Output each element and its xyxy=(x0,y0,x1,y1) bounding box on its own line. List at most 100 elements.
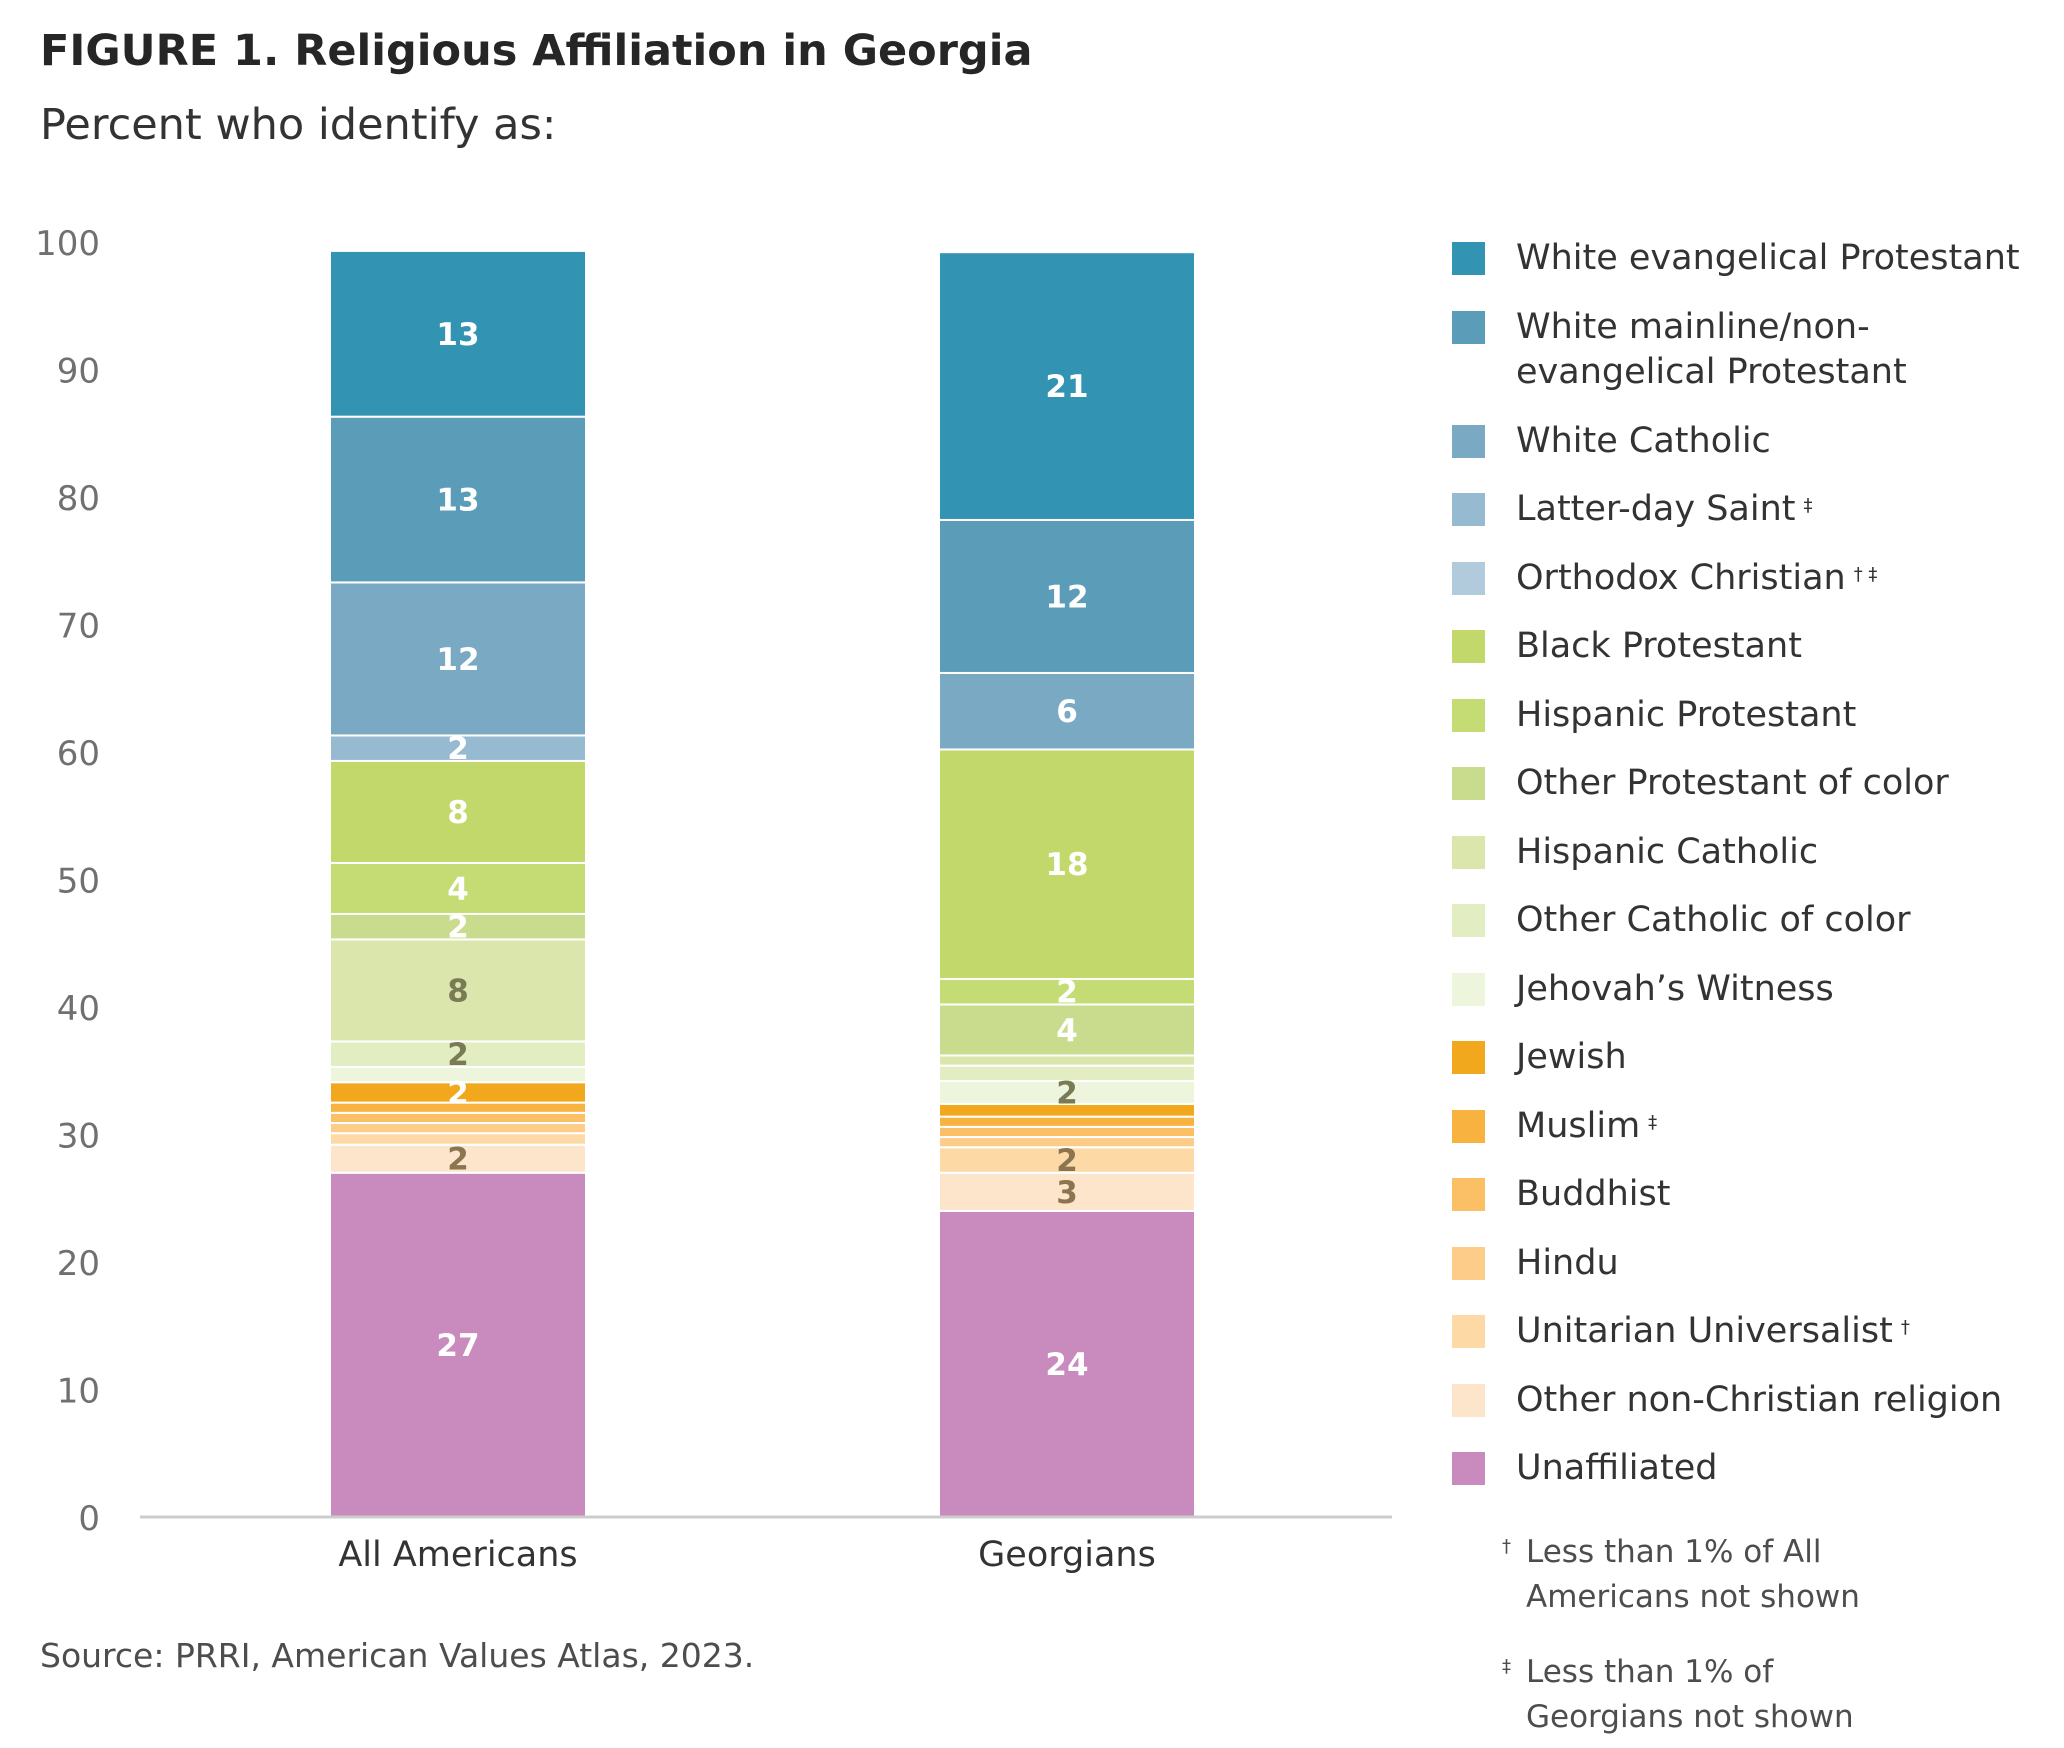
bar-data-label: 2 xyxy=(447,1037,469,1073)
bar-data-label: 4 xyxy=(1056,1013,1078,1049)
footnote-dagger: † Less than 1% of All Americans not show… xyxy=(1502,1530,1860,1620)
legend-swatch xyxy=(1452,242,1485,275)
legend-swatch xyxy=(1452,835,1485,869)
legend-item: Unitarian Universalist † xyxy=(1452,1309,1910,1354)
bar-segment xyxy=(329,581,587,737)
legend-swatch xyxy=(1452,630,1485,663)
legend-swatch xyxy=(1452,1178,1485,1211)
legend-label: Other Catholic of color xyxy=(1516,900,1911,940)
bar-segment xyxy=(329,1111,587,1125)
y-tick-label: 40 xyxy=(57,989,100,1029)
legend-label: White Catholic xyxy=(1516,420,1771,461)
legend-item: Hindu xyxy=(1452,1241,1619,1286)
legend-swatch xyxy=(1452,1383,1485,1417)
legend-footnote-mark: † ‡ xyxy=(1853,563,1878,585)
legend-item: Latter-day Saint ‡ xyxy=(1452,487,1813,532)
bar-data-label: 4 xyxy=(447,871,469,907)
y-tick-label: 10 xyxy=(57,1372,100,1412)
chart-title: FIGURE 1. Religious Affiliation in Georg… xyxy=(40,26,1033,76)
bar-data-label: 2 xyxy=(447,910,469,946)
bar-data-label: 2 xyxy=(1056,975,1078,1011)
bar-segment xyxy=(329,249,587,418)
chart-subtitle: Percent who identify as: xyxy=(40,100,557,150)
footnote-text-line1: Less than 1% of All xyxy=(1526,1534,1822,1570)
legend-label: Muslim ‡ xyxy=(1516,1105,1658,1146)
legend-label: Other non-Christian religion xyxy=(1516,1379,2003,1420)
bar-data-label: 3 xyxy=(1056,1175,1078,1211)
footnote-mark: † xyxy=(1502,1536,1511,1557)
y-tick-label: 60 xyxy=(57,734,100,774)
legend-label: Hispanic Catholic xyxy=(1516,831,1819,872)
footnote-text-line2: Georgians not shown xyxy=(1526,1699,1854,1735)
y-tick-label: 20 xyxy=(57,1244,100,1284)
x-axis-category-labels: All Americans Georgians xyxy=(338,1535,1155,1575)
bar-segment xyxy=(938,1125,1196,1139)
legend-label: Jewish xyxy=(1516,1037,1627,1077)
legend-swatch xyxy=(1452,1041,1485,1074)
legend-swatch xyxy=(1452,767,1485,800)
legend-label: Latter-day Saint ‡ xyxy=(1516,489,1813,529)
bar-data-label: 8 xyxy=(447,795,469,831)
legend-swatch xyxy=(1452,1246,1485,1280)
legend-swatch xyxy=(1452,1109,1485,1143)
legend-item: Other non-Christian religion xyxy=(1452,1378,2002,1423)
legend-item: Muslim ‡ xyxy=(1452,1104,1657,1149)
bar-segment xyxy=(329,734,587,762)
bar-segment xyxy=(938,671,1196,751)
legend-swatch xyxy=(1452,493,1485,526)
x-category-label: All Americans xyxy=(338,1535,577,1575)
legend-label: Unaffiliated xyxy=(1516,1448,1718,1488)
legend-item: Unaffiliated xyxy=(1452,1446,1717,1491)
y-tick-label: 70 xyxy=(57,607,100,647)
legend-label: Other Protestant of color xyxy=(1516,763,1949,803)
legend-label: White mainline/non-evangelical Protestan… xyxy=(1516,306,1907,392)
bar-segment xyxy=(329,1040,587,1068)
bar-segment xyxy=(938,518,1196,674)
legend-item: Jehovah’s Witness xyxy=(1452,967,1834,1012)
bar-data-label: 12 xyxy=(436,642,479,678)
x-category-label: Georgians xyxy=(978,1535,1156,1575)
legend-item: Hispanic Catholic xyxy=(1452,830,1818,875)
legend-item: Other Protestant of color xyxy=(1452,761,1949,806)
bar-segment xyxy=(329,861,587,915)
legend-item: Black Protestant xyxy=(1452,624,1802,669)
legend-label: Jehovah’s Witness xyxy=(1516,968,1834,1009)
y-tick-label: 0 xyxy=(78,1499,100,1539)
footnote-double-dagger: ‡ Less than 1% of Georgians not shown xyxy=(1502,1650,1854,1740)
bar-data-label: 18 xyxy=(1045,847,1088,883)
legend-swatch xyxy=(1452,310,1485,344)
bar-segment xyxy=(329,759,587,864)
bar-data-label: 2 xyxy=(447,1142,469,1178)
legend-item: Orthodox Christian † ‡ xyxy=(1452,556,1877,601)
bar-data-label: 2 xyxy=(447,1075,469,1111)
bar-segment xyxy=(329,912,587,941)
y-tick-label: 80 xyxy=(57,479,100,519)
legend-item: Jewish xyxy=(1452,1035,1627,1080)
bar-data-label: 12 xyxy=(1045,579,1088,615)
y-axis-tick-labels: 0 10 20 30 40 50 60 70 80 90 100 xyxy=(35,224,100,1539)
bar-data-label: 27 xyxy=(436,1328,479,1364)
bar-segment xyxy=(329,1143,587,1174)
y-tick-label: 30 xyxy=(57,1117,100,1157)
legend-swatch xyxy=(1452,424,1485,458)
bar-segment xyxy=(329,938,587,1043)
bar-data-label: 13 xyxy=(436,483,479,519)
bar-segment xyxy=(938,748,1196,980)
bar-data-label: 8 xyxy=(447,973,469,1009)
bar-segment xyxy=(938,1054,1196,1067)
bar-data-label: 6 xyxy=(1056,694,1078,730)
legend-item: Buddhist xyxy=(1452,1172,1671,1217)
bar-segment xyxy=(938,251,1196,521)
bar-data-label: 2 xyxy=(1056,1075,1078,1111)
footnote-text-line2: Americans not shown xyxy=(1526,1579,1860,1615)
legend-item: Hispanic Protestant xyxy=(1452,693,1856,738)
legend-item: White evangelical Protestant xyxy=(1452,236,2020,281)
legend-swatch xyxy=(1452,904,1485,937)
legend-label: Buddhist xyxy=(1516,1174,1671,1214)
legend-label: Unitarian Universalist † xyxy=(1516,1311,1910,1351)
bar-data-label: 2 xyxy=(1056,1143,1078,1179)
y-tick-label: 90 xyxy=(57,352,100,392)
legend-item: White mainline/non-evangelical Protestan… xyxy=(1452,305,1907,395)
bar-segment xyxy=(329,415,587,584)
